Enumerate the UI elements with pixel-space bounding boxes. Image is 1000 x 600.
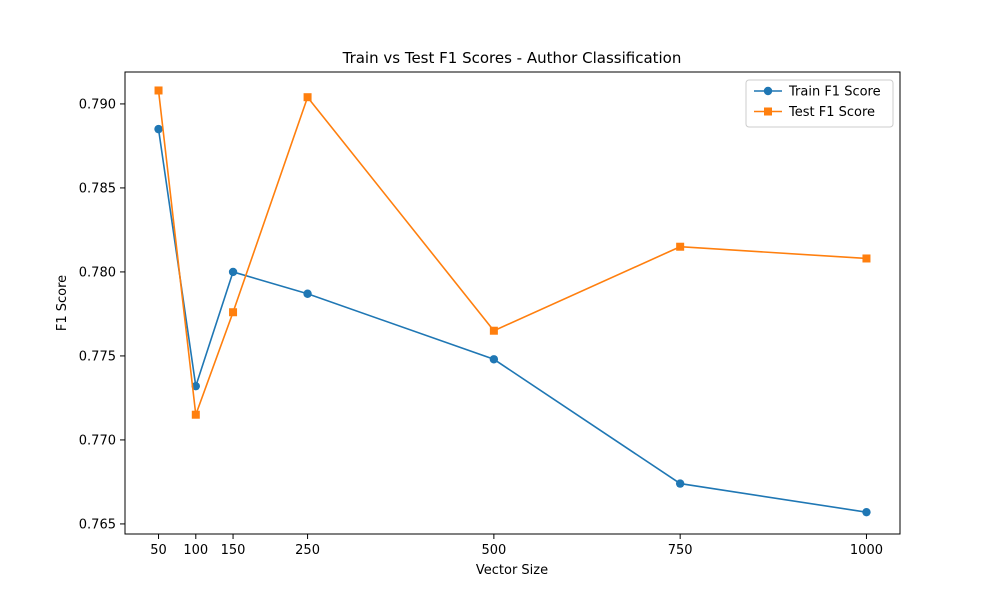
data-point xyxy=(489,355,499,364)
y-tick-label: 0.770 xyxy=(79,433,116,448)
data-point xyxy=(191,410,200,419)
legend-label: Train F1 Score xyxy=(788,85,881,100)
y-tick-label: 0.790 xyxy=(79,97,116,112)
data-point xyxy=(303,93,312,102)
legend-marker xyxy=(763,86,773,96)
data-point xyxy=(303,289,312,298)
data-point xyxy=(154,86,163,95)
x-axis: 50 100 150 250 500 750 1000 xyxy=(150,534,883,558)
data-point xyxy=(191,381,200,391)
data-point xyxy=(675,479,685,488)
y-tick-label: 0.775 xyxy=(79,349,116,364)
chart-title: Train vs Test F1 Scores - Author Classif… xyxy=(342,49,682,67)
data-point xyxy=(862,254,871,263)
x-axis-label: Vector Size xyxy=(476,563,548,578)
legend-box xyxy=(745,79,894,128)
x-tick-label: 250 xyxy=(295,543,320,558)
data-point xyxy=(862,507,871,517)
y-tick-label: 0.780 xyxy=(79,265,116,280)
data-point xyxy=(229,308,238,317)
x-tick-label: 750 xyxy=(668,543,693,558)
data-point xyxy=(228,267,238,277)
legend-label: Test F1 Score xyxy=(788,105,875,120)
x-tick-label: 500 xyxy=(481,543,506,558)
x-tick-label: 100 xyxy=(183,543,208,558)
data-point xyxy=(489,326,498,335)
series-line-test xyxy=(157,90,867,415)
data-point xyxy=(154,124,163,134)
series-line-train xyxy=(157,129,867,513)
y-axis-label: F1 Score xyxy=(55,275,70,331)
y-axis: 0.765 0.770 0.775 0.780 0.785 0.790 xyxy=(79,97,125,532)
series-layer xyxy=(154,86,871,517)
x-tick-label: 150 xyxy=(221,543,246,558)
y-tick-label: 0.765 xyxy=(79,517,116,532)
y-tick-label: 0.785 xyxy=(79,181,116,196)
data-point xyxy=(676,242,685,251)
x-tick-label: 1000 xyxy=(850,543,883,558)
legend: Train F1 Score Test F1 Score xyxy=(745,79,894,128)
legend-marker xyxy=(764,107,772,116)
x-tick-label: 50 xyxy=(150,543,167,558)
plot-area xyxy=(124,71,901,535)
